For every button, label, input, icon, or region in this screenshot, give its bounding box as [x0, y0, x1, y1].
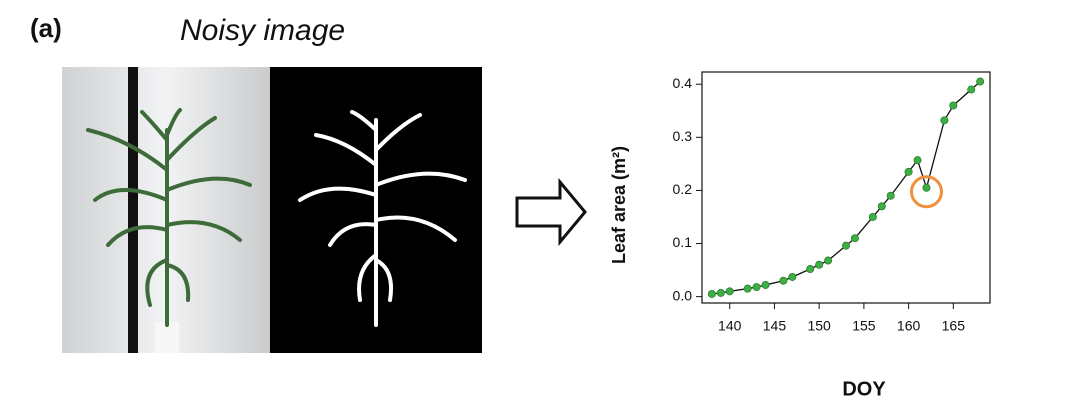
x-tick-label: 150	[807, 318, 831, 334]
data-point	[967, 85, 976, 94]
data-point	[824, 256, 833, 265]
data-point	[788, 272, 797, 281]
y-tick-label: 0.4	[673, 75, 693, 91]
chart: DOY Leaf area (m²) 0.0 0.1 0.2 0.3 0.4 140 145…	[609, 71, 991, 400]
x-axis-label: DOY	[842, 378, 886, 400]
data-point	[761, 280, 770, 289]
image-title: Noisy image	[180, 14, 345, 47]
plot-frame	[701, 71, 991, 304]
arrow	[515, 177, 587, 247]
data-point	[779, 276, 788, 285]
data-point	[886, 191, 895, 200]
data-point	[725, 287, 734, 296]
data-point	[940, 116, 949, 125]
data-point	[976, 77, 985, 86]
data-point	[913, 156, 922, 165]
y-tick-label: 0.0	[673, 287, 693, 303]
y-tick-label: 0.1	[673, 234, 693, 250]
x-tick-label: 140	[718, 318, 742, 334]
x-tick-label: 160	[897, 318, 921, 334]
y-tick-label: 0.3	[673, 128, 693, 144]
x-tick-label: 145	[763, 318, 787, 334]
panel-label: (a)	[30, 13, 62, 43]
data-point	[815, 260, 824, 269]
data-point	[949, 101, 958, 110]
data-point	[707, 289, 716, 298]
x-tick-label: 165	[942, 318, 966, 334]
y-axis-label: Leaf area (m²)	[609, 146, 629, 264]
data-point	[842, 241, 851, 250]
highlight-ring	[909, 175, 943, 209]
data-point	[716, 288, 725, 297]
data-point	[752, 283, 761, 292]
data-point	[850, 234, 859, 243]
data-point	[922, 183, 931, 192]
data-point	[868, 212, 877, 221]
data-point	[877, 202, 886, 211]
binary-mask	[270, 67, 482, 353]
data-point	[743, 284, 752, 293]
noisy-photo	[62, 67, 270, 353]
x-tick-label: 155	[852, 318, 876, 334]
data-point	[806, 265, 815, 274]
data-point	[904, 167, 913, 176]
y-tick-label: 0.2	[673, 181, 693, 197]
